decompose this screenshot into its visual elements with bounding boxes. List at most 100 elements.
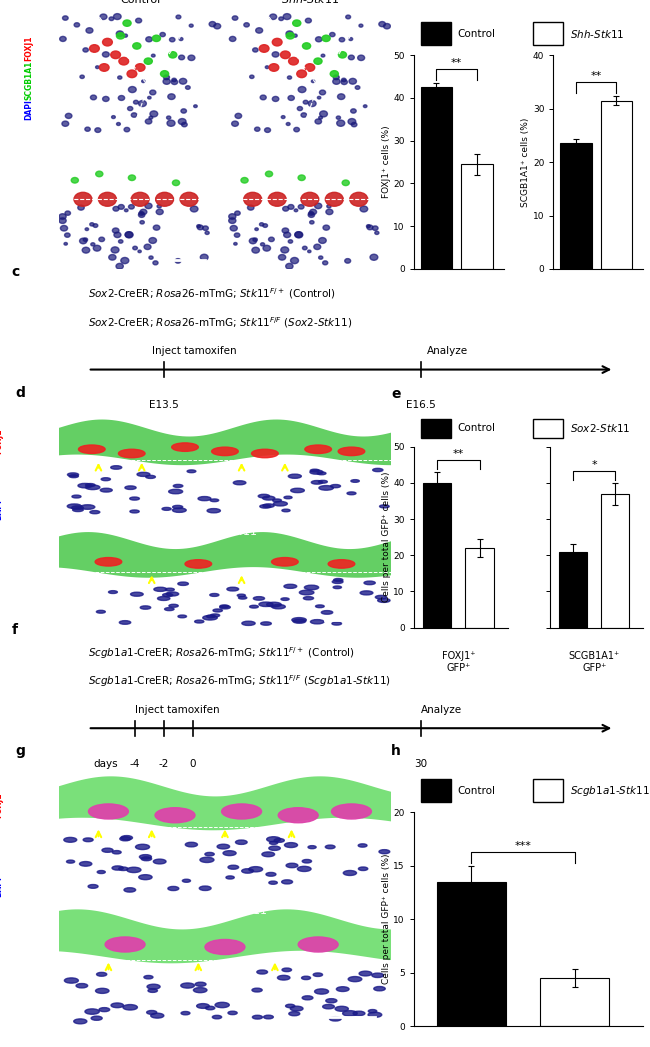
Circle shape bbox=[181, 983, 194, 988]
Y-axis label: Cells per total GFP⁺ cells (%): Cells per total GFP⁺ cells (%) bbox=[382, 472, 391, 602]
Circle shape bbox=[148, 988, 157, 993]
Circle shape bbox=[64, 978, 79, 983]
Circle shape bbox=[109, 17, 114, 21]
Circle shape bbox=[309, 221, 314, 224]
Circle shape bbox=[379, 22, 385, 27]
Circle shape bbox=[321, 54, 325, 57]
Circle shape bbox=[153, 225, 160, 230]
Circle shape bbox=[308, 101, 316, 107]
Circle shape bbox=[179, 55, 185, 60]
Circle shape bbox=[209, 22, 216, 27]
Circle shape bbox=[255, 127, 260, 131]
Text: f: f bbox=[12, 623, 18, 638]
Text: SCGB1A1: SCGB1A1 bbox=[0, 844, 1, 879]
Circle shape bbox=[348, 55, 354, 60]
Circle shape bbox=[179, 38, 183, 41]
Text: SCGB1A1: SCGB1A1 bbox=[25, 61, 34, 99]
Circle shape bbox=[336, 986, 349, 992]
Text: $\mathit{Sox2}$-CreER; $\mathit{Rosa26}$-mTmG; $\mathit{Stk11}$$^{F/+}$ (Control: $\mathit{Sox2}$-CreER; $\mathit{Rosa26}$… bbox=[88, 287, 335, 302]
Circle shape bbox=[333, 586, 341, 588]
Circle shape bbox=[90, 45, 99, 52]
Circle shape bbox=[252, 247, 259, 253]
Circle shape bbox=[68, 473, 79, 476]
Circle shape bbox=[144, 976, 153, 979]
Circle shape bbox=[90, 511, 100, 514]
Circle shape bbox=[67, 504, 81, 509]
Circle shape bbox=[291, 258, 298, 264]
Circle shape bbox=[86, 484, 95, 487]
Circle shape bbox=[293, 619, 306, 623]
Circle shape bbox=[112, 228, 119, 233]
Circle shape bbox=[314, 244, 320, 249]
Circle shape bbox=[133, 246, 137, 250]
Circle shape bbox=[262, 852, 274, 856]
Circle shape bbox=[315, 203, 322, 208]
Circle shape bbox=[288, 95, 294, 101]
Text: 0: 0 bbox=[190, 759, 196, 768]
Circle shape bbox=[86, 485, 100, 490]
Circle shape bbox=[318, 116, 322, 119]
Circle shape bbox=[252, 449, 278, 458]
Circle shape bbox=[99, 193, 116, 206]
Circle shape bbox=[185, 560, 212, 569]
Circle shape bbox=[74, 23, 79, 27]
Circle shape bbox=[234, 233, 240, 238]
Circle shape bbox=[315, 605, 324, 607]
Circle shape bbox=[227, 587, 239, 591]
Text: $\mathit{Sox2}$-$\mathit{Stk11}$: $\mathit{Sox2}$-$\mathit{Stk11}$ bbox=[570, 422, 630, 435]
Circle shape bbox=[255, 27, 263, 34]
Circle shape bbox=[355, 86, 360, 89]
Circle shape bbox=[379, 849, 390, 853]
Circle shape bbox=[254, 597, 265, 600]
Circle shape bbox=[258, 494, 270, 498]
Circle shape bbox=[211, 614, 220, 617]
Circle shape bbox=[176, 15, 181, 19]
Circle shape bbox=[190, 206, 198, 211]
Circle shape bbox=[233, 481, 246, 485]
Circle shape bbox=[157, 597, 170, 600]
Circle shape bbox=[105, 937, 145, 952]
Circle shape bbox=[166, 116, 171, 119]
Circle shape bbox=[128, 175, 136, 180]
Circle shape bbox=[213, 1016, 222, 1019]
Bar bbox=[462, 164, 493, 269]
Y-axis label: Cells per total GFP⁺ cells (%): Cells per total GFP⁺ cells (%) bbox=[382, 854, 391, 984]
Circle shape bbox=[129, 204, 135, 209]
Text: Control: Control bbox=[205, 772, 245, 781]
Circle shape bbox=[109, 591, 118, 594]
Circle shape bbox=[372, 973, 383, 978]
Circle shape bbox=[133, 101, 138, 104]
Circle shape bbox=[118, 240, 123, 243]
Circle shape bbox=[228, 1011, 237, 1015]
Circle shape bbox=[295, 231, 303, 238]
Circle shape bbox=[91, 243, 95, 246]
Circle shape bbox=[207, 509, 220, 513]
Circle shape bbox=[259, 602, 273, 606]
Circle shape bbox=[127, 867, 141, 872]
Circle shape bbox=[130, 497, 140, 500]
Circle shape bbox=[185, 842, 198, 847]
Circle shape bbox=[205, 939, 245, 955]
Bar bbox=[559, 552, 587, 627]
Circle shape bbox=[359, 972, 372, 976]
Circle shape bbox=[136, 18, 142, 23]
Circle shape bbox=[346, 15, 350, 19]
Circle shape bbox=[69, 474, 79, 477]
Circle shape bbox=[231, 121, 239, 127]
Circle shape bbox=[179, 79, 187, 84]
Text: c: c bbox=[12, 265, 20, 279]
Y-axis label: FOXJ1⁺ cells (%): FOXJ1⁺ cells (%) bbox=[382, 126, 391, 199]
Circle shape bbox=[200, 886, 211, 891]
Circle shape bbox=[250, 238, 257, 244]
Circle shape bbox=[263, 245, 270, 251]
Circle shape bbox=[308, 846, 316, 849]
Circle shape bbox=[170, 38, 175, 42]
Circle shape bbox=[125, 231, 133, 238]
Circle shape bbox=[210, 499, 218, 502]
Circle shape bbox=[286, 122, 290, 126]
Circle shape bbox=[160, 32, 165, 37]
Circle shape bbox=[263, 496, 275, 500]
Circle shape bbox=[168, 489, 183, 494]
Circle shape bbox=[265, 128, 270, 132]
Circle shape bbox=[302, 860, 311, 863]
